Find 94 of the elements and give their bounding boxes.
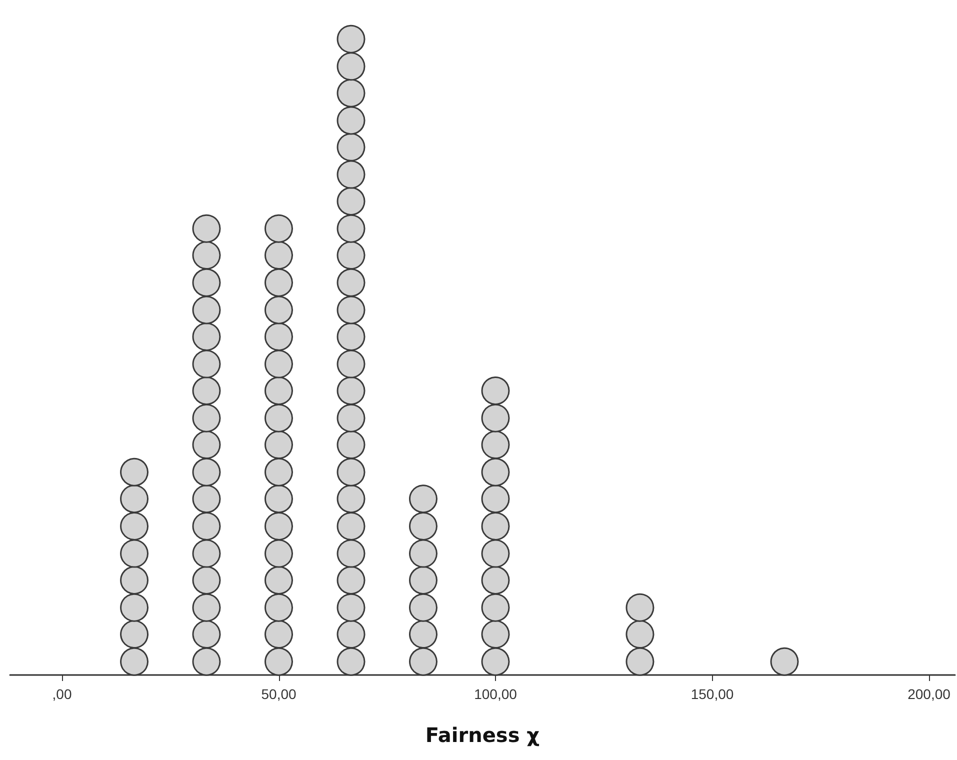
x-tick-label: 150,00 [690,686,734,702]
point [481,484,510,514]
point [336,458,366,486]
point [264,404,294,432]
point [264,647,294,676]
point [264,620,294,649]
x-tick-label: ,00 [52,686,72,702]
point [626,593,654,622]
point [481,647,510,676]
point [192,350,221,378]
point [409,539,438,568]
point [192,404,221,432]
point [336,430,366,460]
point [336,268,366,297]
point [120,593,149,622]
point [264,484,294,514]
point [120,512,149,540]
point [336,24,366,54]
point [336,186,366,216]
point [626,647,654,676]
point [192,296,221,324]
point [192,430,221,460]
point [264,566,294,594]
point [336,106,366,135]
point [336,52,366,81]
point [336,132,366,162]
point [481,376,510,405]
point [481,539,510,568]
point [264,458,294,486]
point [336,350,366,378]
point [336,376,366,405]
point [336,484,366,514]
point [336,160,366,189]
point [120,539,149,568]
point [192,593,221,622]
point [264,593,294,622]
point [481,404,510,432]
point [770,647,799,676]
point [192,512,221,540]
point [336,620,366,649]
x-tick-label: 100,00 [474,686,518,702]
point [626,620,654,649]
point [192,241,221,270]
point [481,512,510,540]
point [120,566,149,594]
point [264,539,294,568]
point [192,566,221,594]
point [264,322,294,351]
point [264,268,294,297]
point [336,566,366,594]
point [481,620,510,649]
point [192,484,221,514]
point [409,647,438,676]
point [192,647,221,676]
point [264,430,294,460]
point [264,350,294,378]
point [409,593,438,622]
point [409,566,438,594]
point [336,296,366,324]
point [192,539,221,568]
point [481,458,510,486]
point [192,268,221,297]
point [336,404,366,432]
x-axis-title: Fairness χ [425,723,540,747]
point [120,484,149,514]
point [264,512,294,540]
point [120,647,149,676]
point [336,647,366,676]
point [409,484,438,514]
point [336,322,366,351]
point [264,214,294,243]
x-tick-label: 50,00 [261,686,296,702]
point [481,566,510,594]
point [409,620,438,649]
point [192,322,221,351]
point [120,620,149,649]
point [264,296,294,324]
point [336,593,366,622]
point [481,593,510,622]
point [264,241,294,270]
point [264,376,294,405]
point [120,458,149,486]
point [192,376,221,405]
point [336,78,366,108]
point [192,214,221,243]
point [192,458,221,486]
point [336,214,366,243]
point [409,512,438,540]
point [192,620,221,649]
point [336,539,366,568]
point [336,512,366,540]
x-tick-label: 200,00 [908,686,951,702]
point [481,430,510,460]
point [336,241,366,270]
